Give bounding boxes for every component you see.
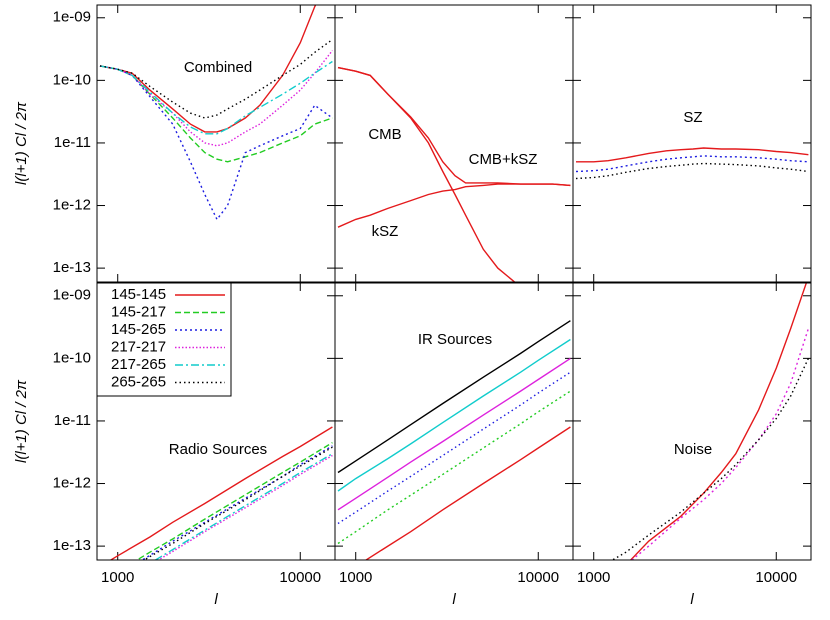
panel-frame <box>334 282 574 561</box>
series-line <box>142 446 333 560</box>
series-line <box>154 453 333 560</box>
panel: 1000 10000 l IR Sources <box>334 282 574 608</box>
legend-box <box>96 282 232 397</box>
y-tick-label: 1e-10 <box>53 71 91 88</box>
series-line <box>575 162 809 180</box>
curve-label: CMB+kSZ <box>469 151 538 168</box>
y-axis-label: l(l+1) Cl / 2π <box>13 101 30 185</box>
series-line <box>337 338 571 492</box>
series-line <box>611 358 810 560</box>
y-tick-label: 1e-13 <box>53 537 91 554</box>
x-tick-label: 10000 <box>755 569 797 586</box>
x-axis-label: l <box>452 591 456 608</box>
y-tick-label: 1e-12 <box>53 474 91 491</box>
series-line <box>99 50 333 147</box>
plot-area <box>337 320 571 560</box>
series-line <box>337 183 571 228</box>
y-tick-label: 1e-13 <box>53 259 91 276</box>
plot-area <box>109 426 333 560</box>
panel-title: Noise <box>674 441 712 458</box>
legend-label: 217-265 <box>111 356 166 373</box>
series-line <box>337 371 571 525</box>
plot-area <box>99 5 333 221</box>
panel-title: Combined <box>184 59 252 76</box>
series-line <box>337 357 571 511</box>
legend-label: 145-265 <box>111 321 166 338</box>
legend-label: 217-217 <box>111 338 166 355</box>
legend-label: 145-145 <box>111 286 166 303</box>
y-tick-label: 1e-11 <box>54 134 91 151</box>
y-tick-label: 1e-09 <box>53 287 91 304</box>
curve-label: kSZ <box>372 223 399 240</box>
panel-frame <box>96 4 336 283</box>
x-tick-label: 10000 <box>279 569 321 586</box>
x-axis-label: l <box>690 591 694 608</box>
curve-label: CMB <box>368 126 401 143</box>
x-tick-label: 1000 <box>339 569 372 586</box>
series-line <box>99 38 333 119</box>
x-tick-label: 1000 <box>577 569 610 586</box>
panel: 1e-09 1e-10 1e-11 1e-12 1e-13 1000 10000 l(l+1)… <box>13 282 336 608</box>
legend-label: 145-217 <box>111 303 166 320</box>
plot-area <box>575 147 809 180</box>
panel-title: IR Sources <box>418 331 492 348</box>
series-line <box>337 320 571 474</box>
plot-area <box>337 66 571 282</box>
x-axis-label: l <box>214 591 218 608</box>
series-line <box>135 442 333 560</box>
panel: 1000 10000 l Noise <box>572 282 812 608</box>
panel: SZ <box>572 4 812 283</box>
series-line <box>99 65 333 163</box>
x-tick-label: 10000 <box>517 569 559 586</box>
series-line <box>575 155 809 173</box>
series-line <box>576 147 809 163</box>
series-line <box>140 445 333 560</box>
panel-title: SZ <box>683 109 702 126</box>
series-line <box>99 5 317 133</box>
panel-frame <box>572 282 812 561</box>
y-tick-label: 1e-11 <box>54 412 91 429</box>
panel-frame <box>572 4 812 283</box>
series-line <box>99 60 333 135</box>
x-tick-label: 1000 <box>101 569 134 586</box>
y-axis-label: l(l+1) Cl / 2π <box>13 379 30 463</box>
plot-area <box>611 283 810 560</box>
panel: 1e-09 1e-10 1e-11 1e-12 1e-13 l(l+1) Cl / 2π C… <box>13 4 336 283</box>
series-line <box>629 283 808 560</box>
series-line <box>337 390 571 545</box>
series-line <box>337 66 516 282</box>
panel: CMB CMB+kSZ kSZ <box>334 4 574 283</box>
panel-title: Radio Sources <box>169 441 267 458</box>
y-tick-label: 1e-10 <box>53 349 91 366</box>
panel-frame <box>334 4 574 283</box>
y-tick-label: 1e-12 <box>53 196 91 213</box>
legend-label: 265-265 <box>111 373 166 390</box>
series-line <box>109 426 333 560</box>
y-tick-label: 1e-09 <box>53 9 91 26</box>
series-line <box>99 65 333 221</box>
